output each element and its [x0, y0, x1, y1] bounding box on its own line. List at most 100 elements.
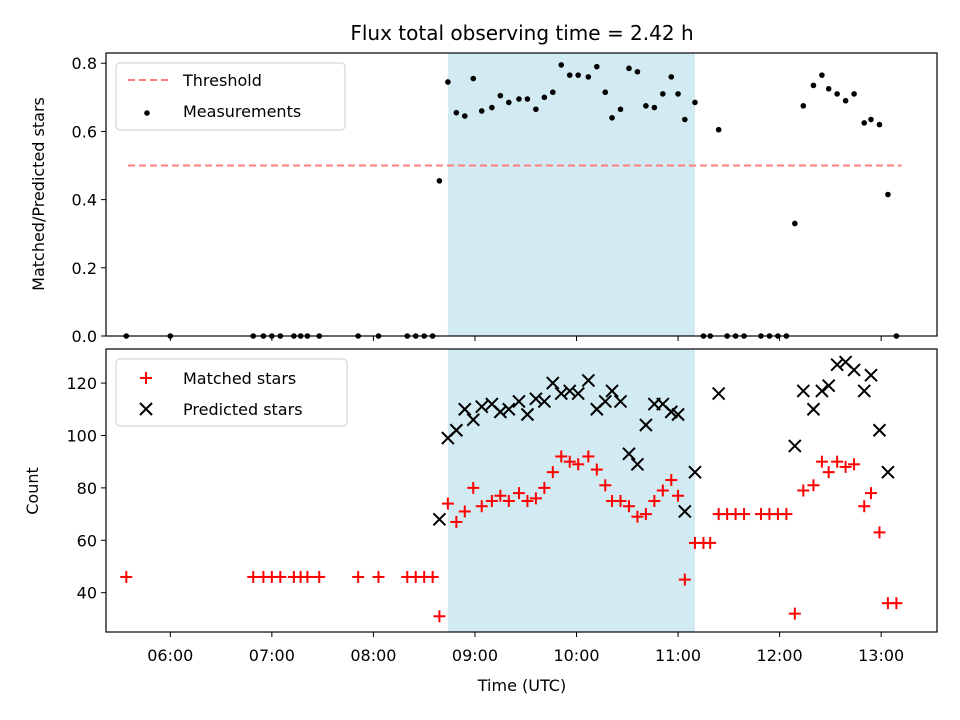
- measurement-point: [675, 91, 681, 97]
- measurement-point: [506, 99, 512, 106]
- measurement-point: [436, 178, 443, 184]
- measurement-point: [692, 99, 698, 106]
- predicted-star-point: [815, 384, 829, 398]
- matched-star-point: [815, 455, 828, 468]
- top-highlight-span: [447, 53, 695, 336]
- bottom-y-ticks: 40 60 80 100 120: [66, 374, 106, 603]
- matched-star-point: [873, 526, 886, 539]
- matched-star-point: [433, 610, 446, 623]
- measurement-point: [792, 220, 798, 227]
- matched-star-point: [467, 481, 480, 494]
- measurement-point: [516, 96, 522, 102]
- matched-star-point: [458, 505, 471, 518]
- matched-star-point: [274, 570, 287, 583]
- bottom-highlight-span: [447, 349, 695, 632]
- bottom-legend-box: [115, 358, 348, 427]
- predicted-star-point: [821, 378, 836, 393]
- matched-star-point: [704, 536, 717, 549]
- predicted-star-point: [598, 394, 612, 409]
- measurement-point: [825, 86, 832, 92]
- measurement-point: [524, 96, 531, 102]
- x-axis-label: Time (UTC): [477, 676, 566, 695]
- matched-star-point: [521, 494, 534, 507]
- matched-star-point: [858, 500, 871, 513]
- matched-star-point: [563, 455, 576, 468]
- top-legend: Threshold Measurements: [115, 62, 346, 131]
- measurement-point: [489, 104, 495, 111]
- matched-star-point: [848, 458, 861, 471]
- y-tick-label: 0.4: [72, 191, 97, 210]
- predicted-star-point: [581, 373, 596, 388]
- x-tick-label: 09:00: [452, 646, 498, 665]
- matched-star-point: [590, 463, 603, 476]
- measurement-point: [541, 94, 548, 101]
- matched-star-point: [512, 487, 525, 500]
- measurement-point: [470, 75, 477, 82]
- matched-star-point: [797, 484, 810, 497]
- measurement-point: [626, 65, 632, 72]
- matched-star-point: [656, 484, 669, 497]
- bottom-panel: 40 60 80 100 120 06:00 07:00 08:00 09:00 10:00 11…: [23, 348, 938, 695]
- legend-matched-label: Matched stars: [183, 369, 296, 388]
- matched-star-point: [301, 570, 314, 583]
- measurement-point: [453, 109, 460, 116]
- predicted-star-point: [571, 386, 585, 401]
- predicted-star-point: [671, 407, 685, 422]
- matched-star-point: [352, 570, 365, 583]
- measurement-point: [462, 113, 468, 119]
- matched-star-point: [639, 508, 652, 521]
- measurement-point: [660, 91, 666, 97]
- x-tick-label: 13:00: [858, 646, 904, 665]
- matched-star-point: [672, 489, 685, 502]
- legend-predicted-label: Predicted stars: [183, 400, 303, 419]
- bottom-plot-frame: [105, 348, 938, 633]
- matched-star-point: [599, 479, 612, 492]
- matched-star-point: [538, 481, 551, 494]
- predicted-star-point: [529, 392, 543, 406]
- predicted-star-point: [857, 384, 871, 398]
- predicted-star-point: [493, 405, 508, 419]
- predicted-star-point: [605, 384, 619, 398]
- matched-star-point: [738, 508, 751, 521]
- measurement-point: [533, 106, 539, 113]
- bottom-legend: Matched stars Predicted stars: [115, 358, 348, 427]
- matched-star-point: [450, 515, 463, 528]
- matched-star-point: [494, 489, 507, 502]
- measurement-point: [861, 120, 868, 126]
- matched-stars-series: [120, 450, 903, 623]
- predicted-star-point: [563, 384, 577, 398]
- measurement-point: [566, 72, 573, 78]
- matched-star-point: [665, 474, 678, 487]
- predicted-star-point: [554, 386, 568, 401]
- y-tick-label: 100: [66, 426, 97, 445]
- matched-star-point: [247, 570, 260, 583]
- predicted-star-point: [830, 358, 844, 372]
- matched-star-point: [502, 494, 515, 507]
- predicted-star-point: [847, 363, 861, 377]
- matched-star-point: [822, 466, 835, 479]
- matched-star-point: [622, 500, 635, 513]
- predicted-star-point: [796, 384, 811, 398]
- predicted-star-point: [466, 413, 480, 427]
- measurement-point: [651, 104, 658, 111]
- measurement-point: [594, 63, 600, 70]
- x-tick-label: 06:00: [147, 646, 193, 665]
- x-tick-label: 08:00: [350, 646, 396, 665]
- x-tick-label: 11:00: [655, 646, 701, 665]
- measurement-point: [668, 74, 675, 80]
- legend-measurements-label: Measurements: [183, 102, 301, 121]
- matched-star-point: [572, 458, 585, 471]
- matched-star-point: [678, 573, 691, 586]
- predicted-star-point: [639, 418, 653, 432]
- top-y-axis-label: Matched/Predicted stars: [29, 97, 48, 291]
- measurement-point: [478, 108, 485, 114]
- matched-star-point: [426, 570, 439, 583]
- y-tick-label: 0.8: [72, 54, 97, 73]
- measurement-point: [715, 126, 722, 133]
- top-y-ticks: 0.0 0.2 0.4 0.6 0.8: [72, 54, 106, 346]
- measurement-point: [842, 97, 849, 104]
- matched-star-point: [313, 570, 326, 583]
- predicted-star-point: [788, 439, 802, 453]
- predicted-star-point: [537, 394, 552, 409]
- measurement-point: [819, 72, 825, 78]
